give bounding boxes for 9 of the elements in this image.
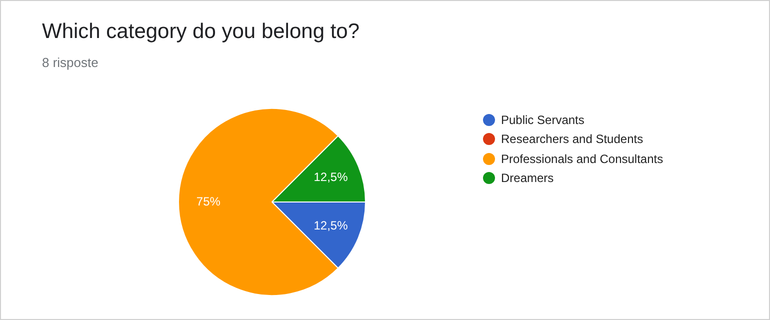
legend-label: Researchers and Students xyxy=(501,132,644,146)
chart-title: Which category do you belong to? xyxy=(42,20,360,44)
legend-label: Public Servants xyxy=(501,112,584,127)
data-label: 12,5% xyxy=(314,170,348,184)
data-label: 75% xyxy=(196,194,221,208)
legend-label: Dreamers xyxy=(501,171,554,186)
text: 8 risposte xyxy=(42,55,98,70)
data-label: 12,5% xyxy=(314,218,348,233)
legend-label: Professionals and Consultants xyxy=(501,152,664,166)
